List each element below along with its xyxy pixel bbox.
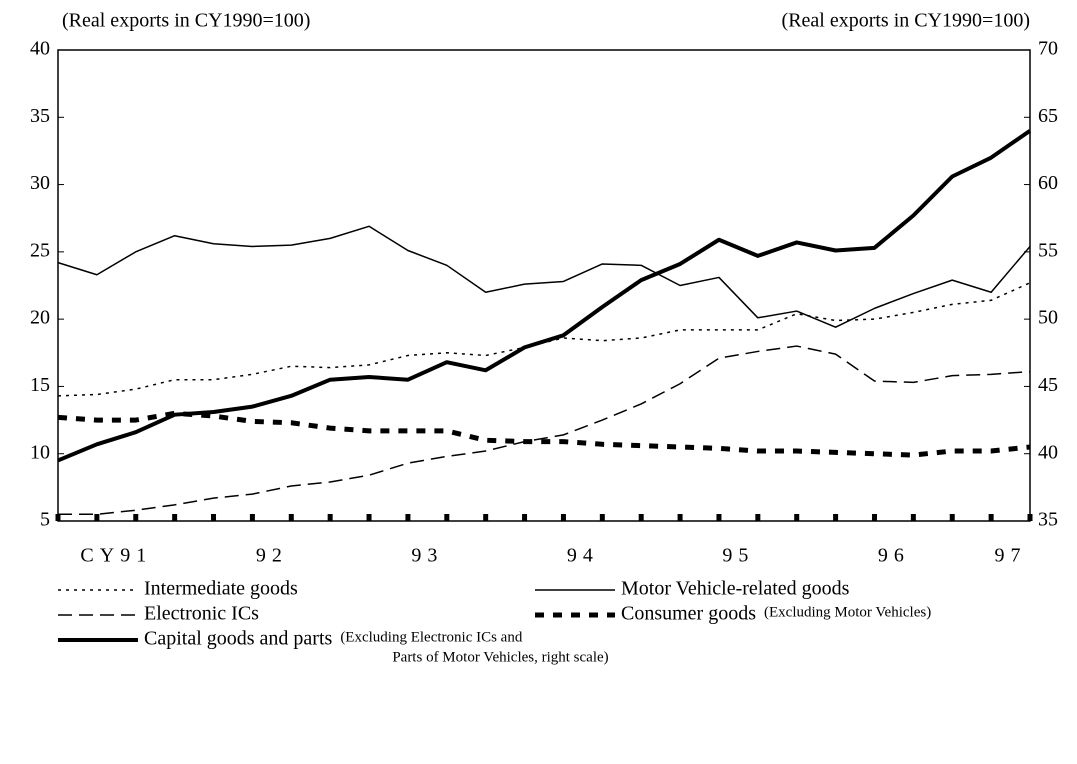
legend-note: Parts of Motor Vehicles, right scale) [392, 649, 608, 665]
y-tick-label: 5 [40, 509, 50, 531]
legend-note: (Excluding Electronic ICs and [340, 629, 523, 645]
y2-tick-label: 55 [1038, 239, 1058, 261]
x-tick-label: CY91 [80, 545, 152, 567]
y-axis-label: (Real exports in CY1990=100) [62, 10, 310, 32]
legend-label: Electronic ICs [144, 603, 259, 625]
x-tick-label: 95 [722, 545, 754, 567]
y2-tick-label: 35 [1038, 509, 1058, 531]
y-tick-label: 20 [30, 307, 50, 329]
plot-frame [57, 49, 1031, 522]
x-tick-label: 93 [411, 545, 443, 567]
x-tick-label: 97 [995, 545, 1027, 567]
series-line [57, 225, 1031, 328]
legend-label: Consumer goods [621, 603, 756, 625]
y2-tick-label: 70 [1038, 38, 1058, 60]
x-tick-label: 92 [256, 545, 288, 567]
series-line [57, 129, 1032, 463]
y2-tick-label: 65 [1038, 105, 1058, 127]
y-tick-label: 40 [30, 38, 50, 60]
y-tick-label: 30 [30, 172, 50, 194]
y-tick-label: 25 [30, 239, 50, 261]
y2-tick-label: 45 [1038, 374, 1058, 396]
y2-tick-label: 60 [1038, 172, 1058, 194]
y2-tick-label: 40 [1038, 441, 1058, 463]
y-tick-label: 15 [30, 374, 50, 396]
series-line [57, 410, 1031, 458]
y2-axis-label: (Real exports in CY1990=100) [782, 10, 1030, 32]
series-line [58, 345, 1031, 516]
x-tick-label: 94 [567, 545, 599, 567]
legend-label: Motor Vehicle-related goods [621, 578, 850, 600]
legend-note: (Excluding Motor Vehicles) [764, 604, 931, 620]
y-tick-label: 10 [30, 441, 50, 463]
legend-label: Capital goods and parts [144, 628, 333, 650]
legend-label: Intermediate goods [144, 578, 298, 600]
x-tick-label: 96 [878, 545, 910, 567]
y-tick-label: 35 [30, 105, 50, 127]
y2-tick-label: 50 [1038, 307, 1058, 329]
